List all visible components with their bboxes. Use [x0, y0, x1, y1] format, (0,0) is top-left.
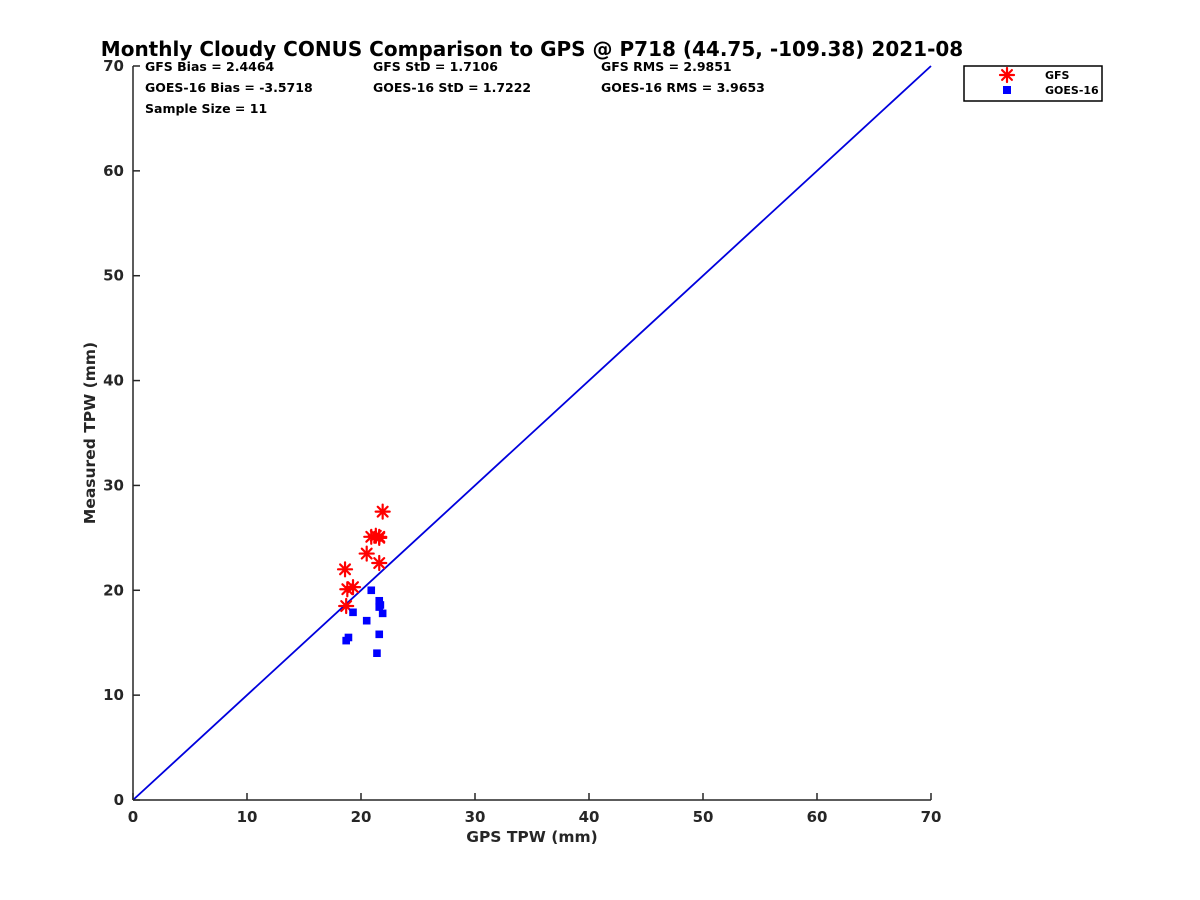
stat-goes-std: GOES-16 StD = 1.7222	[373, 80, 531, 95]
legend-goes-label: GOES-16	[1045, 84, 1099, 97]
gfs-point	[344, 579, 362, 596]
gfs-point	[371, 528, 388, 545]
y-axis-ticks: 0 10 20 30 40 50 60 70	[103, 57, 140, 809]
y-tick-label: 70	[103, 57, 124, 75]
x-axis-ticks: 0 10 20 30 40 50 60 70	[128, 793, 942, 826]
goes16-point	[349, 608, 357, 617]
y-tick-label: 0	[114, 791, 124, 809]
goes16-point	[376, 601, 385, 609]
goes16-point	[373, 649, 381, 657]
gfs-point	[358, 545, 375, 562]
y-tick-label: 60	[103, 162, 124, 180]
goes16-point	[375, 630, 384, 639]
legend-goes-marker	[1003, 86, 1011, 94]
legend: GFS GOES-16	[963, 65, 1103, 102]
legend-box	[963, 65, 1103, 102]
gfs-point	[336, 561, 354, 578]
goes16-point	[367, 586, 376, 595]
stat-sample-size: Sample Size = 11	[145, 101, 267, 116]
stat-goes-bias: GOES-16 Bias = -3.5718	[145, 80, 313, 95]
goes16-point	[378, 609, 387, 618]
x-tick-label: 10	[237, 808, 258, 826]
x-tick-label: 0	[128, 808, 138, 826]
y-tick-label: 30	[103, 476, 124, 494]
stat-gfs-rms: GFS RMS = 2.9851	[601, 59, 732, 74]
y-tick-label: 10	[103, 686, 124, 704]
gfs-point	[338, 597, 355, 615]
y-axis-label: Measured TPW (mm)	[81, 342, 99, 524]
x-tick-label: 70	[921, 808, 942, 826]
reference-line	[132, 65, 932, 801]
goes16-point	[344, 633, 353, 642]
x-tick-label: 60	[807, 808, 828, 826]
x-tick-label: 50	[693, 808, 714, 826]
stat-gfs-bias: GFS Bias = 2.4464	[145, 59, 275, 74]
goes16-point	[375, 596, 384, 605]
x-tick-label: 40	[579, 808, 600, 826]
gfs-point	[374, 503, 391, 520]
legend-gfs-asterisk	[998, 66, 1016, 84]
x-tick-label: 30	[465, 808, 486, 826]
legend-gfs-marker	[998, 66, 1016, 84]
x-axis-label: GPS TPW (mm)	[466, 828, 598, 846]
stat-gfs-std: GFS StD = 1.7106	[373, 59, 498, 74]
x-tick-label: 20	[351, 808, 372, 826]
gfs-point	[371, 554, 388, 572]
axes-frame	[132, 66, 931, 801]
reference-line-group	[132, 65, 932, 801]
chart-title: Monthly Cloudy CONUS Comparison to GPS @…	[101, 37, 963, 61]
y-tick-label: 20	[103, 581, 124, 599]
stat-goes-rms: GOES-16 RMS = 3.9653	[601, 80, 765, 95]
legend-gfs-label: GFS	[1045, 69, 1070, 82]
y-tick-label: 50	[103, 267, 124, 285]
goes16-point	[362, 616, 371, 625]
data-points	[336, 503, 391, 657]
y-tick-label: 40	[103, 372, 124, 390]
statistics-annotation: GFS Bias = 2.4464 GFS StD = 1.7106 GFS R…	[145, 59, 765, 116]
